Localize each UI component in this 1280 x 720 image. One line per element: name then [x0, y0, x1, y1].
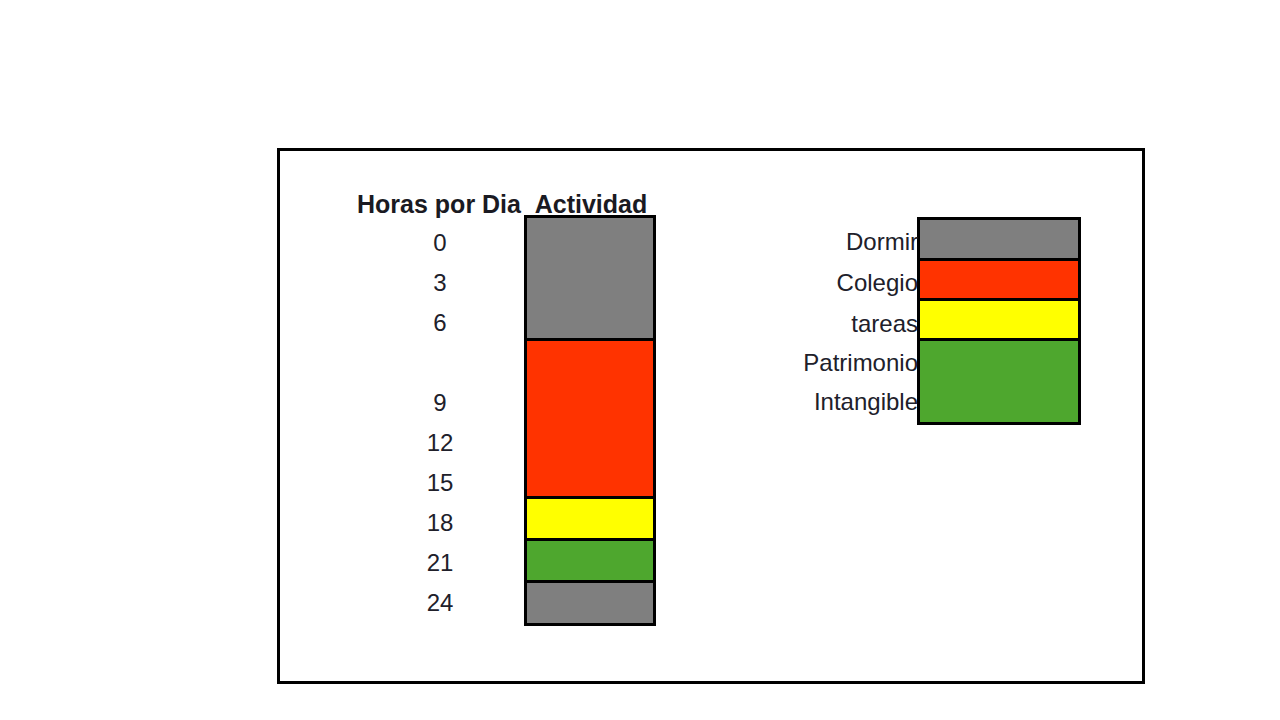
axis-tick-3: 3 [390, 268, 490, 298]
legend-swatch-patrimonio-intangible [920, 341, 1078, 422]
legend-label-dormir: Dormir [700, 227, 918, 257]
bar-segment-tareas [527, 499, 653, 541]
legend-label-intangible: Intangible [700, 387, 918, 417]
legend-label-patrimonio: Patrimonio [700, 348, 918, 378]
axis-tick-21: 21 [390, 548, 490, 578]
axis-tick-15: 15 [390, 468, 490, 498]
legend-swatch-tareas [920, 301, 1078, 341]
bar-segment-patrimonio-intangible [527, 541, 653, 583]
legend-swatch-colegio [920, 261, 1078, 301]
bar-segment-dormir-top [527, 218, 653, 341]
axis-tick-12: 12 [390, 428, 490, 458]
bar-segment-dormir-bottom [527, 583, 653, 623]
bar-segment-colegio [527, 341, 653, 499]
axis-tick-24: 24 [390, 588, 490, 618]
legend-label-colegio: Colegio [700, 268, 918, 298]
axis-tick-0: 0 [390, 228, 490, 258]
legend-label-tareas: tareas [700, 309, 918, 339]
legend [917, 217, 1081, 425]
axis-tick-9: 9 [390, 388, 490, 418]
axis-tick-6: 6 [390, 308, 490, 338]
axis-tick-18: 18 [390, 508, 490, 538]
stacked-activity-bar [524, 215, 656, 626]
hours-column-header: Horas por Dia [339, 189, 539, 219]
legend-swatch-dormir [920, 220, 1078, 261]
